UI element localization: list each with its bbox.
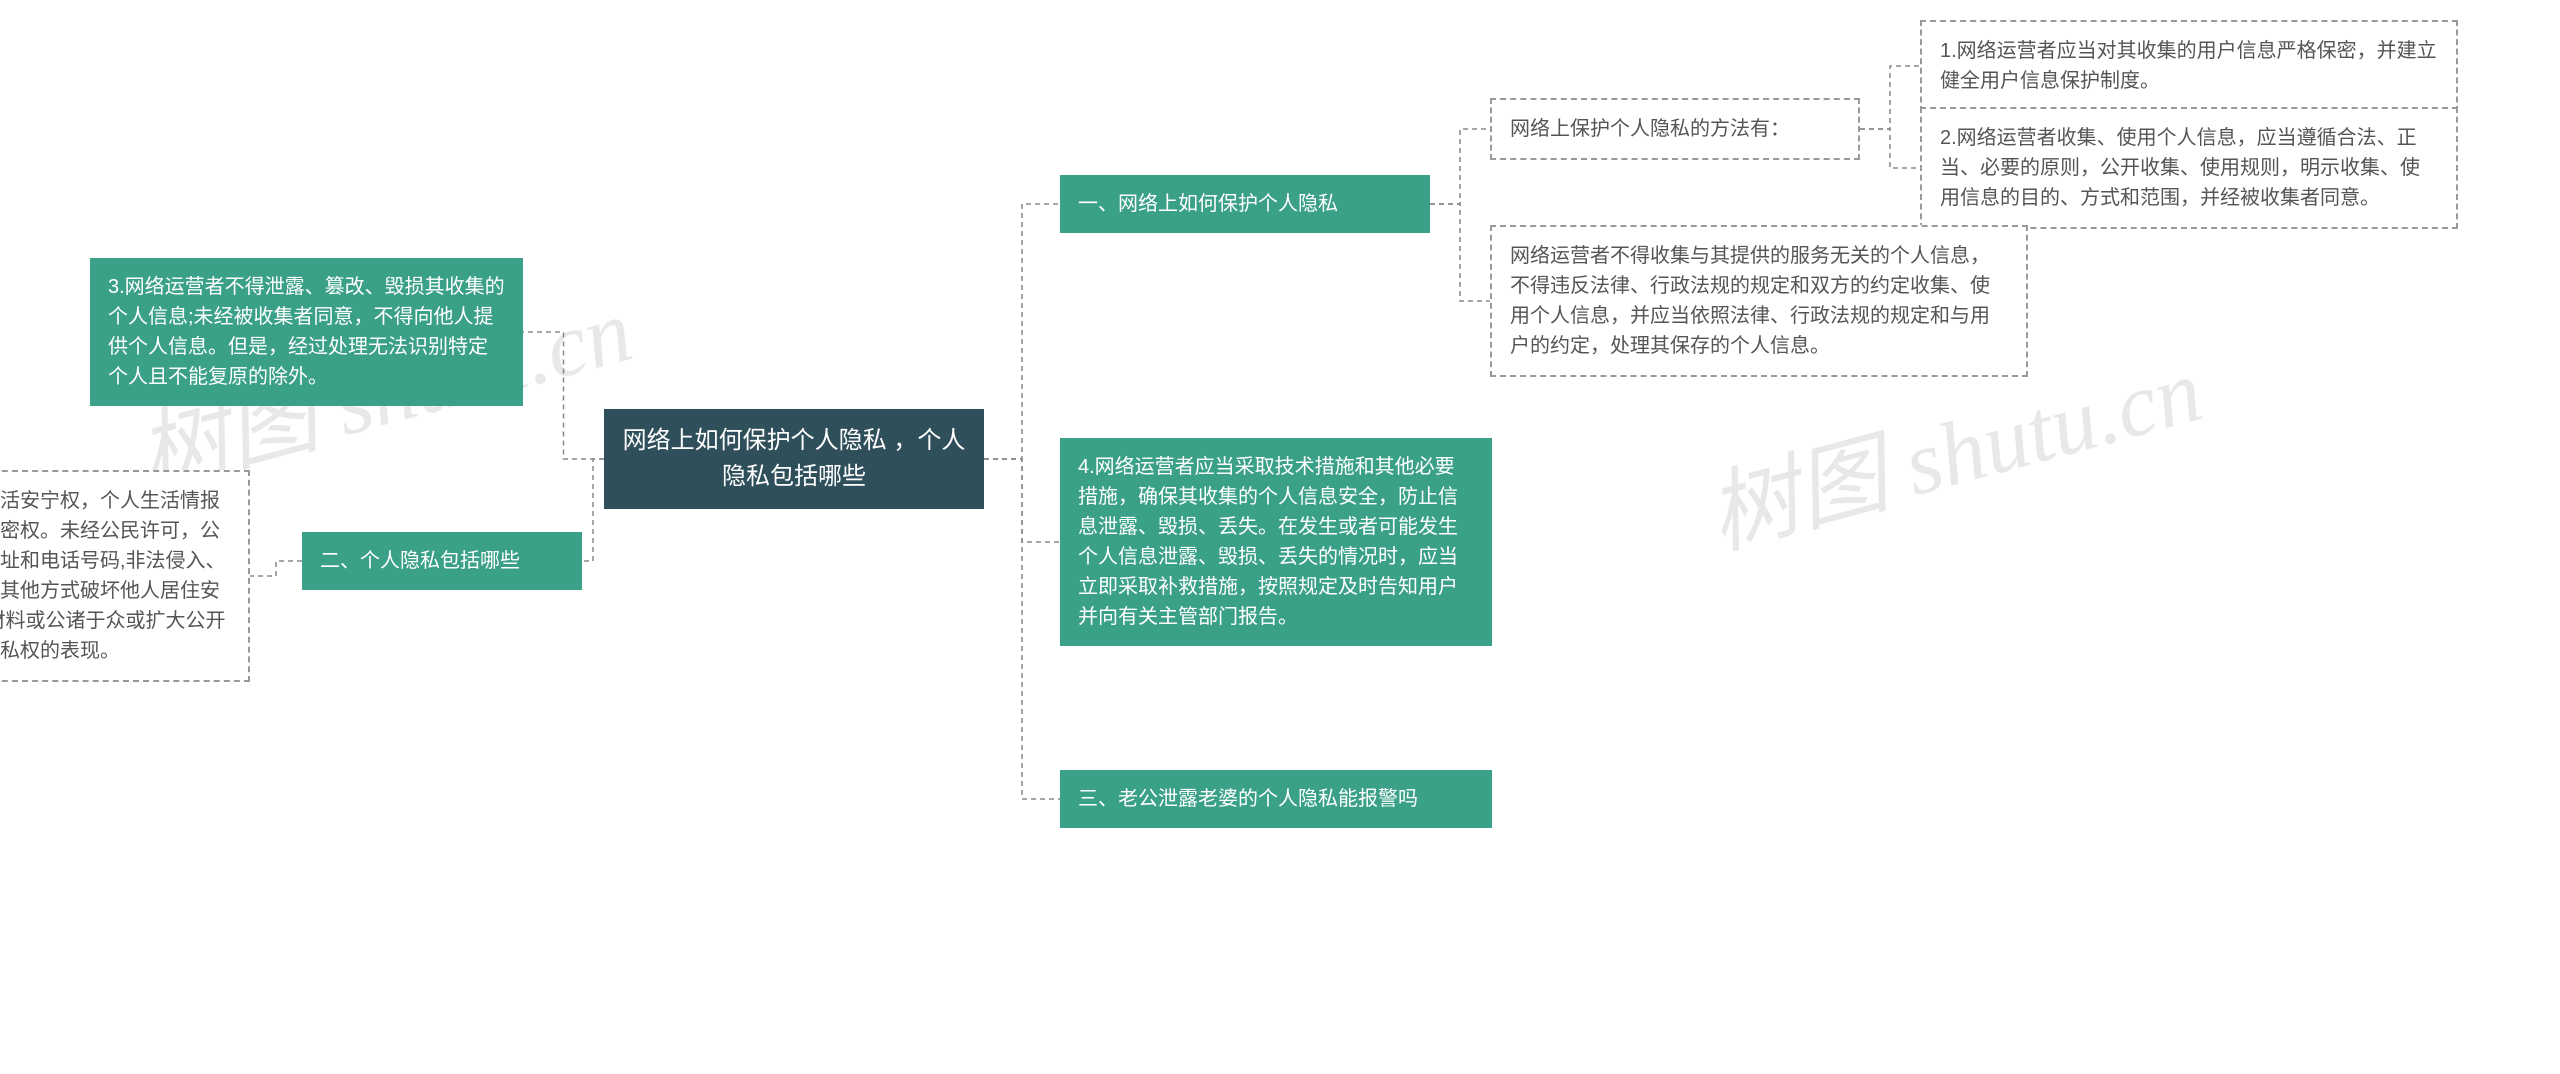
node-method-1: 1.网络运营者应当对其收集的用户信息严格保密，并建立健全用户信息保护制度。 <box>1920 20 2458 112</box>
root-node: 网络上如何保护个人隐私 ，个人隐私包括哪些 <box>604 409 984 509</box>
node-privacy-definition: 个人隐私包括个人生活安宁权，个人生活情报保密权，个人通讯保密权。未经公民许可，公… <box>0 470 250 682</box>
node-method-2: 2.网络运营者收集、使用个人信息，应当遵循合法、正当、必要的原则，公开收集、使用… <box>1920 107 2458 229</box>
node-section-1: 一、网络上如何保护个人隐私 <box>1060 175 1430 233</box>
node-rule-3: 3.网络运营者不得泄露、篡改、毁损其收集的个人信息;未经被收集者同意，不得向他人… <box>90 258 523 406</box>
node-methods-intro: 网络上保护个人隐私的方法有： <box>1490 98 1860 160</box>
node-section-3: 三、老公泄露老婆的个人隐私能报警吗 <box>1060 770 1492 828</box>
node-operator-rule: 网络运营者不得收集与其提供的服务无关的个人信息，不得违反法律、行政法规的规定和双… <box>1490 225 2028 377</box>
node-rule-4: 4.网络运营者应当采取技术措施和其他必要措施，确保其收集的个人信息安全，防止信息… <box>1060 438 1492 646</box>
node-section-2: 二、个人隐私包括哪些 <box>302 532 582 590</box>
